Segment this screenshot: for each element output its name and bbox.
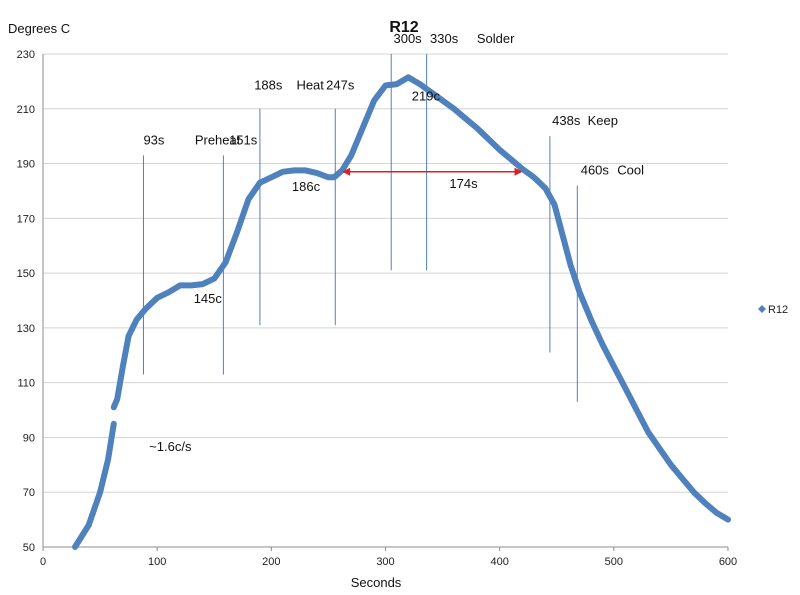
- annotation-label: ~1.6c/s: [149, 439, 192, 454]
- series-line-r12: [72, 420, 117, 550]
- annotation-label: 330s: [430, 31, 459, 46]
- chart-title: R12: [389, 19, 418, 36]
- annotation-label: 219c: [412, 89, 441, 104]
- annotation-label: 93s: [143, 132, 164, 147]
- x-tick-label: 0: [40, 556, 46, 568]
- annotation-label: Preheat: [195, 132, 241, 147]
- annotation-label: 151s: [229, 132, 258, 147]
- y-tick-label: 50: [23, 542, 35, 554]
- annotation-label: 247s: [326, 78, 355, 93]
- y-tick-label: 70: [23, 487, 35, 499]
- y-tick-label: 90: [23, 432, 35, 444]
- y-tick-label: 210: [17, 104, 35, 116]
- y-tick-label: 190: [17, 159, 35, 171]
- x-tick-label: 300: [376, 556, 394, 568]
- annotation-label: 438s: [552, 113, 581, 128]
- annotation-label: Solder: [477, 31, 515, 46]
- annotation-label: Heat: [296, 78, 324, 93]
- series-line-r12: [110, 74, 731, 523]
- annotation-label: 186c: [292, 179, 321, 194]
- y-axis-label: Degrees C: [8, 21, 70, 36]
- x-tick-label: 200: [262, 556, 280, 568]
- y-tick-label: 230: [17, 49, 35, 61]
- y-tick-label: 150: [17, 268, 35, 280]
- legend-marker-icon: [758, 305, 766, 313]
- annotation-label: 188s: [254, 78, 283, 93]
- legend-label: R12: [768, 304, 788, 316]
- plot-area: 50 70 90 110 130 150 170 190 210 230 0 100 200 300 400…: [17, 31, 789, 568]
- annotation-label: 460s: [581, 163, 610, 178]
- arrow-head-left: [342, 167, 351, 176]
- annotation-label: 300s: [393, 31, 422, 46]
- annotation-label: Cool: [617, 163, 644, 178]
- x-tick-label: 400: [490, 556, 508, 568]
- annotation-label: 145c: [194, 291, 223, 306]
- x-tick-label: 600: [719, 556, 737, 568]
- arrow-duration-label: 174s: [449, 176, 478, 191]
- arrow-head-right: [514, 167, 523, 176]
- y-tick-label: 170: [17, 213, 35, 225]
- y-tick-label: 130: [17, 323, 35, 335]
- annotation-label: Keep: [588, 113, 618, 128]
- y-tick-label: 110: [17, 378, 35, 390]
- x-axis-label: Seconds: [351, 575, 402, 590]
- x-tick-label: 100: [148, 556, 166, 568]
- x-tick-label: 500: [605, 556, 623, 568]
